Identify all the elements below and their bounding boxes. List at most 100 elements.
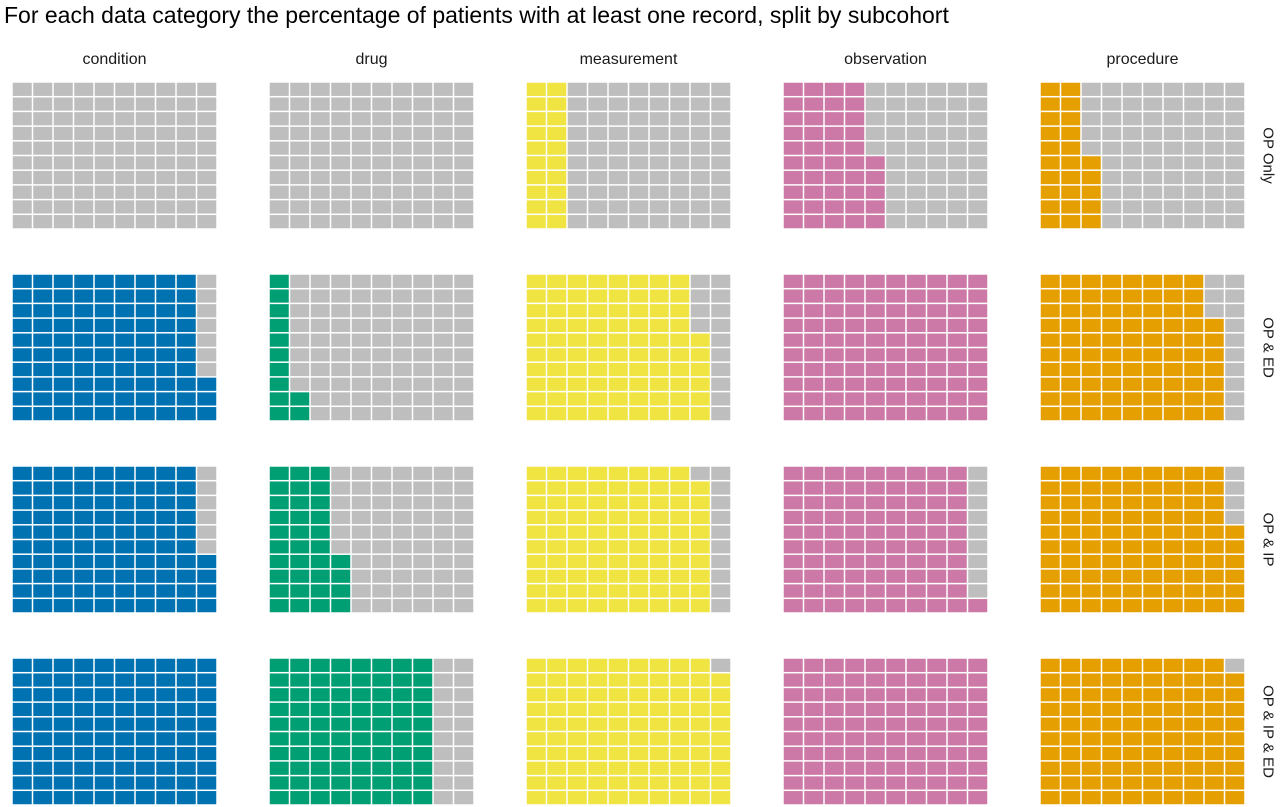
waffle-cell-empty bbox=[331, 362, 351, 377]
waffle-cell-filled bbox=[865, 510, 885, 525]
waffle-cell-filled bbox=[413, 717, 433, 731]
waffle-cell-filled bbox=[547, 392, 567, 406]
waffle-cell-filled bbox=[269, 688, 289, 702]
waffle-cell-filled bbox=[588, 791, 608, 805]
waffle-cell-empty bbox=[906, 185, 926, 199]
waffle-cell-filled bbox=[845, 746, 865, 761]
waffle-cell-empty bbox=[12, 200, 32, 214]
waffle-cell-filled bbox=[74, 318, 94, 333]
waffle-cell-filled bbox=[649, 569, 669, 583]
waffle-cell-filled bbox=[33, 466, 53, 480]
waffle-cell-filled bbox=[1040, 348, 1060, 362]
waffle-cell-empty bbox=[331, 200, 351, 214]
waffle-cell-empty bbox=[197, 170, 217, 185]
waffle-cell-empty bbox=[711, 466, 731, 480]
waffle-cell-filled bbox=[176, 776, 196, 790]
waffle-cell-empty bbox=[290, 304, 310, 318]
waffle-cell-empty bbox=[865, 112, 885, 126]
waffle-cell-filled bbox=[670, 776, 690, 790]
waffle-cell-filled bbox=[269, 407, 289, 421]
waffle-cell-filled bbox=[804, 407, 824, 421]
waffle-cell-filled bbox=[12, 318, 32, 333]
waffle-cell-empty bbox=[115, 156, 135, 170]
waffle-cell-filled bbox=[670, 510, 690, 525]
waffle-cell-filled bbox=[690, 510, 710, 525]
waffle-cell-filled bbox=[906, 540, 926, 554]
waffle-cell-filled bbox=[331, 791, 351, 805]
waffle-cell-filled bbox=[804, 761, 824, 775]
waffle-cell-empty bbox=[1163, 141, 1183, 155]
waffle-cell-filled bbox=[526, 97, 546, 111]
waffle-cell-filled bbox=[33, 658, 53, 672]
waffle-cell-filled bbox=[1184, 717, 1204, 731]
waffle-cell-filled bbox=[1061, 304, 1081, 318]
waffle-cell-filled bbox=[135, 318, 155, 333]
waffle-cell-empty bbox=[433, 185, 453, 199]
waffle-cell-filled bbox=[176, 525, 196, 539]
waffle-cell-filled bbox=[670, 525, 690, 539]
waffle-cell-filled bbox=[1061, 215, 1081, 229]
waffle-cell-filled bbox=[886, 688, 906, 702]
waffle-cell-empty bbox=[690, 170, 710, 185]
waffle-cell-filled bbox=[1122, 274, 1142, 288]
waffle-cell-empty bbox=[454, 362, 474, 377]
row-label-op-ip: OP & IP bbox=[1260, 513, 1277, 567]
waffle-cell-filled bbox=[547, 761, 567, 775]
waffle-cell-filled bbox=[290, 791, 310, 805]
waffle-cell-filled bbox=[804, 362, 824, 377]
waffle-cell-empty bbox=[968, 540, 988, 554]
waffle-cell-filled bbox=[567, 761, 587, 775]
waffle-cell-filled bbox=[567, 466, 587, 480]
waffle-cell-filled bbox=[310, 569, 330, 583]
waffle-cell-filled bbox=[670, 688, 690, 702]
waffle-cell-empty bbox=[197, 185, 217, 199]
waffle-cell-empty bbox=[567, 200, 587, 214]
waffle-cell-filled bbox=[906, 584, 926, 598]
waffle-cell-empty bbox=[392, 584, 412, 598]
waffle-cell-filled bbox=[824, 362, 844, 377]
waffle-cell-empty bbox=[269, 97, 289, 111]
waffle-cell-filled bbox=[1122, 688, 1142, 702]
waffle-cell-filled bbox=[865, 525, 885, 539]
waffle-cell-empty bbox=[176, 112, 196, 126]
waffle-cell-filled bbox=[290, 407, 310, 421]
waffle-cell-empty bbox=[711, 126, 731, 141]
waffle-cell-empty bbox=[1204, 200, 1224, 214]
waffle-cell-filled bbox=[74, 510, 94, 525]
waffle-cell-empty bbox=[290, 156, 310, 170]
waffle-cell-empty bbox=[454, 215, 474, 229]
waffle-cell-filled bbox=[1040, 274, 1060, 288]
waffle-cell-filled bbox=[1081, 392, 1101, 406]
waffle-cell-empty bbox=[1225, 170, 1245, 185]
waffle-cell-empty bbox=[649, 156, 669, 170]
waffle-cell-filled bbox=[12, 496, 32, 510]
waffle-cell-filled bbox=[156, 569, 176, 583]
waffle-cell-filled bbox=[176, 554, 196, 569]
waffle-cell-empty bbox=[433, 496, 453, 510]
waffle-cell-filled bbox=[845, 466, 865, 480]
waffle-cell-empty bbox=[12, 112, 32, 126]
waffle-cell-empty bbox=[197, 97, 217, 111]
waffle-cell-filled bbox=[53, 658, 73, 672]
waffle-cell-filled bbox=[74, 540, 94, 554]
waffle-cell-filled bbox=[886, 496, 906, 510]
waffle-cell-filled bbox=[176, 392, 196, 406]
waffle-cell-filled bbox=[197, 688, 217, 702]
waffle-cell-filled bbox=[547, 215, 567, 229]
waffle-cell-filled bbox=[1225, 717, 1245, 731]
waffle-cell-empty bbox=[649, 126, 669, 141]
waffle-cell-filled bbox=[886, 289, 906, 303]
waffle-cell-filled bbox=[865, 200, 885, 214]
waffle-cell-filled bbox=[176, 599, 196, 613]
waffle-cell-filled bbox=[176, 466, 196, 480]
waffle-cell-empty bbox=[433, 688, 453, 702]
waffle-cell-empty bbox=[629, 200, 649, 214]
waffle-cell-filled bbox=[94, 688, 114, 702]
waffle-cell-filled bbox=[906, 304, 926, 318]
waffle-cell-filled bbox=[1040, 362, 1060, 377]
waffle-cell-filled bbox=[156, 333, 176, 347]
waffle-cell-empty bbox=[947, 200, 967, 214]
waffle-cell-empty bbox=[433, 141, 453, 155]
waffle-cell-filled bbox=[906, 392, 926, 406]
waffle-cell-filled bbox=[115, 289, 135, 303]
